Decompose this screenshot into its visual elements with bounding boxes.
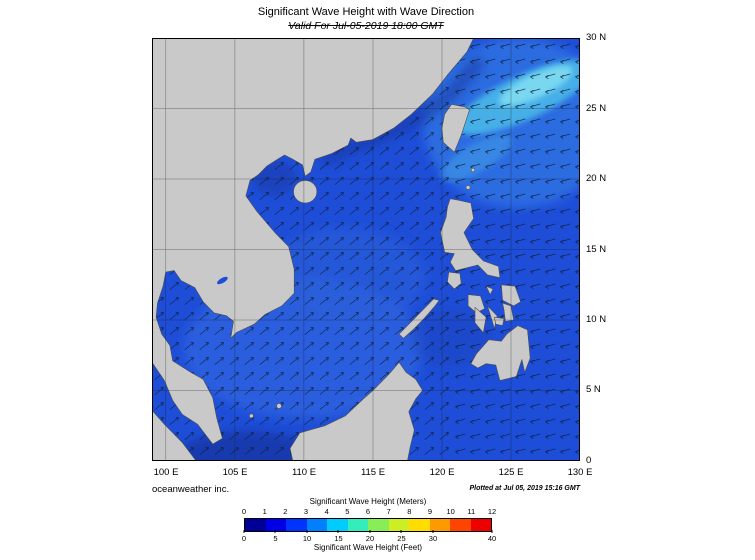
feet-tick-label: 5 <box>273 534 278 543</box>
land-hainan <box>293 180 318 204</box>
chart-header: Significant Wave Height with Wave Direct… <box>152 6 580 32</box>
map-frame <box>152 38 580 461</box>
meter-tick-label: 1 <box>262 507 267 516</box>
colorbar-segment <box>286 519 307 531</box>
feet-tick-label: 0 <box>241 534 247 543</box>
colorbar-segment <box>429 519 450 531</box>
meter-tick-label: 2 <box>283 507 288 516</box>
land-masbate <box>485 285 494 295</box>
colorbar-segment <box>245 519 266 531</box>
colorbar-segment <box>327 519 348 531</box>
colorbar-segment <box>450 519 471 531</box>
x-tick-label: 100 E <box>153 467 179 478</box>
meter-tick-label: 7 <box>386 507 391 516</box>
map-canvas <box>152 38 580 461</box>
plotted-timestamp: Plotted at Jul 05, 2019 15:16 GMT <box>469 485 581 492</box>
colorbar-legend: Significant Wave Height (Meters) 0 1 2 3… <box>241 497 496 553</box>
meter-tick-label: 6 <box>365 507 371 516</box>
map-area <box>152 38 580 461</box>
y-tick-label: 15 N <box>586 244 607 255</box>
colorbar-segment <box>368 519 389 531</box>
meter-tick-label: 9 <box>427 507 433 516</box>
land-bohol <box>494 316 505 326</box>
meter-tick-label: 10 <box>446 507 455 516</box>
land-mindanao <box>470 325 531 381</box>
meter-tick-label: 11 <box>467 507 476 516</box>
feet-tick-label: 10 <box>302 534 312 543</box>
y-tick-label: 10 N <box>586 314 607 325</box>
feet-tick-label: 40 <box>487 534 497 543</box>
land-mindoro <box>447 271 462 290</box>
x-tick-label: 110 E <box>291 467 317 478</box>
land-cebu <box>487 305 498 329</box>
meter-tick-label: 0 <box>241 507 247 516</box>
land-borneo <box>289 362 423 461</box>
x-tick-label: 130 E <box>567 467 593 478</box>
colorbar-segment <box>388 519 409 531</box>
land-batan <box>470 167 476 173</box>
feet-tick-label: 30 <box>428 534 438 543</box>
feet-tick-label: 25 <box>397 534 406 543</box>
x-tick-label: 125 E <box>498 467 524 478</box>
y-tick-label: 25 N <box>586 103 607 114</box>
colorbar-segment <box>470 519 491 531</box>
x-tick-label: 120 E <box>429 467 455 478</box>
meter-tick-label: 5 <box>345 507 350 516</box>
colorbar-title-feet: Significant Wave Height (Feet) <box>313 543 423 552</box>
lake-tonle-sap <box>217 276 228 285</box>
colorbar-segment <box>265 519 286 531</box>
colorbar-segment <box>306 519 327 531</box>
y-tick-label: 20 N <box>586 173 607 184</box>
meter-tick-label: 8 <box>407 507 412 516</box>
colorbar-meter-ticks: 0 1 2 3 4 5 6 7 8 9 10 11 12 <box>241 507 496 516</box>
land-mainland-asia <box>152 38 474 445</box>
meter-tick-label: 3 <box>303 507 309 516</box>
chart-title: Significant Wave Height with Wave Direct… <box>257 6 475 18</box>
colorbar-feet-ticks: 0 5 10 15 20 25 30 40 <box>241 534 496 543</box>
y-tick-label: 0 <box>586 455 592 466</box>
feet-tick-label: 20 <box>365 534 375 543</box>
chart-subtitle: Valid For Jul-05-2019 18:00 GMT <box>288 20 444 32</box>
land-luzon <box>440 198 501 278</box>
meter-tick-label: 12 <box>487 507 497 516</box>
credit-text: oceanweather inc. <box>152 484 230 495</box>
colorbar-gradient <box>244 518 492 532</box>
x-tick-label: 105 E <box>222 467 248 478</box>
landmasses <box>152 38 531 461</box>
x-tick-label: 115 E <box>360 467 386 478</box>
feet-tick-label: 15 <box>334 534 343 543</box>
graticule <box>152 38 580 461</box>
y-tick-label: 30 N <box>586 32 607 43</box>
land-natuna <box>276 403 282 409</box>
land-anambas <box>249 413 254 419</box>
colorbar-segment <box>347 519 368 531</box>
meter-tick-label: 4 <box>324 507 329 516</box>
land-palawan <box>398 298 440 339</box>
land-sumatra <box>152 410 197 461</box>
colorbar-title-meters: Significant Wave Height (Meters) <box>309 497 427 506</box>
y-tick-label: 5 N <box>586 384 601 395</box>
colorbar-segment <box>409 519 430 531</box>
land-taiwan <box>441 104 470 153</box>
land-babuyan <box>465 185 471 190</box>
land-panay <box>467 294 485 314</box>
